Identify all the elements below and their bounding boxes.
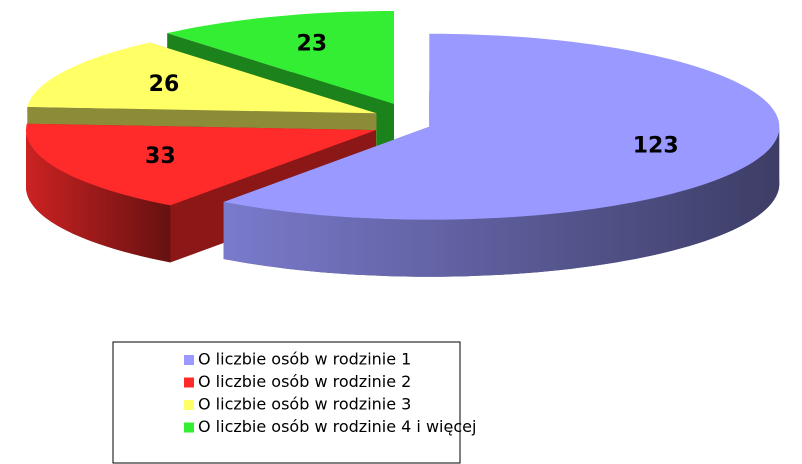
legend-label: O liczbie osób w rodzinie 1 [198,350,411,369]
value-label: 26 [149,72,180,97]
slice [26,123,376,206]
legend-marker [184,400,194,410]
legend-marker [184,377,194,388]
slice [27,42,377,114]
value-label: 23 [296,32,327,57]
legend-marker [184,355,194,365]
value-label: 123 [633,133,679,158]
slice-side [223,126,780,277]
legend-label: O liczbie osób w rodzinie 3 [198,395,411,414]
legend-label: O liczbie osób w rodzinie 4 i więcej [198,417,476,436]
value-label: 33 [145,144,176,169]
slice-side [26,130,171,263]
legend-marker [184,422,194,433]
legend-label: O liczbie osób w rodzinie 2 [198,372,411,391]
slice [167,11,394,104]
legend-box [112,341,461,464]
slice [223,33,780,220]
